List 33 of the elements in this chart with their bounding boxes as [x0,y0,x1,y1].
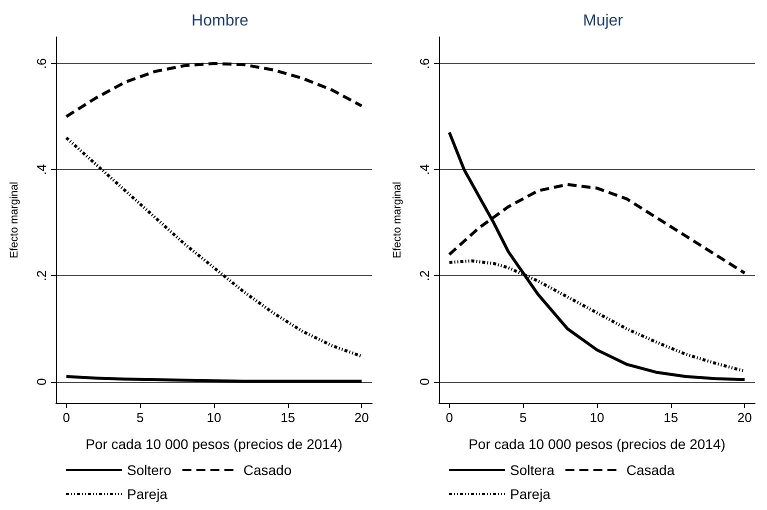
chart-title: Hombre [192,12,249,30]
y-tick-label: .4 [34,164,49,176]
legend-label: Casado [243,462,292,478]
line-series [64,136,364,358]
x-tick-label: 20 [737,410,752,425]
legend-label: Pareja [127,486,168,502]
chart-title: Mujer [582,12,624,30]
line-series [448,130,746,382]
legend-label: Casada [626,462,675,478]
y-tick-label: 0 [417,378,432,386]
x-tick-label: 5 [520,410,527,425]
x-tick-label: 10 [206,410,222,425]
y-axis-title: Efecto marginal [392,182,404,258]
x-axis-title: Por cada 10 000 pesos (precios de 2014) [468,436,726,452]
legend-label: Soltera [510,462,555,478]
y-tick-label: .6 [417,58,432,69]
y-axis-title: Efecto marginal [8,182,20,258]
x-tick-label: 0 [62,410,70,425]
x-tick-label: 15 [280,410,296,425]
x-axis-title: Por cada 10 000 pesos (precios de 2014) [86,436,342,452]
y-tick-label: 0 [34,378,49,386]
legend-label: Pareja [510,486,551,502]
y-tick-label: .2 [34,270,49,282]
x-tick-label: 15 [664,410,678,425]
y-tick-label: .2 [417,270,432,282]
x-tick-label: 20 [354,410,369,425]
y-tick-label: .6 [34,58,49,69]
x-tick-label: 0 [446,410,453,425]
legend-label: Soltero [127,462,172,478]
line-series [64,62,364,118]
x-tick-label: 5 [136,410,144,425]
y-tick-label: .4 [417,164,432,176]
x-tick-label: 10 [590,410,604,425]
